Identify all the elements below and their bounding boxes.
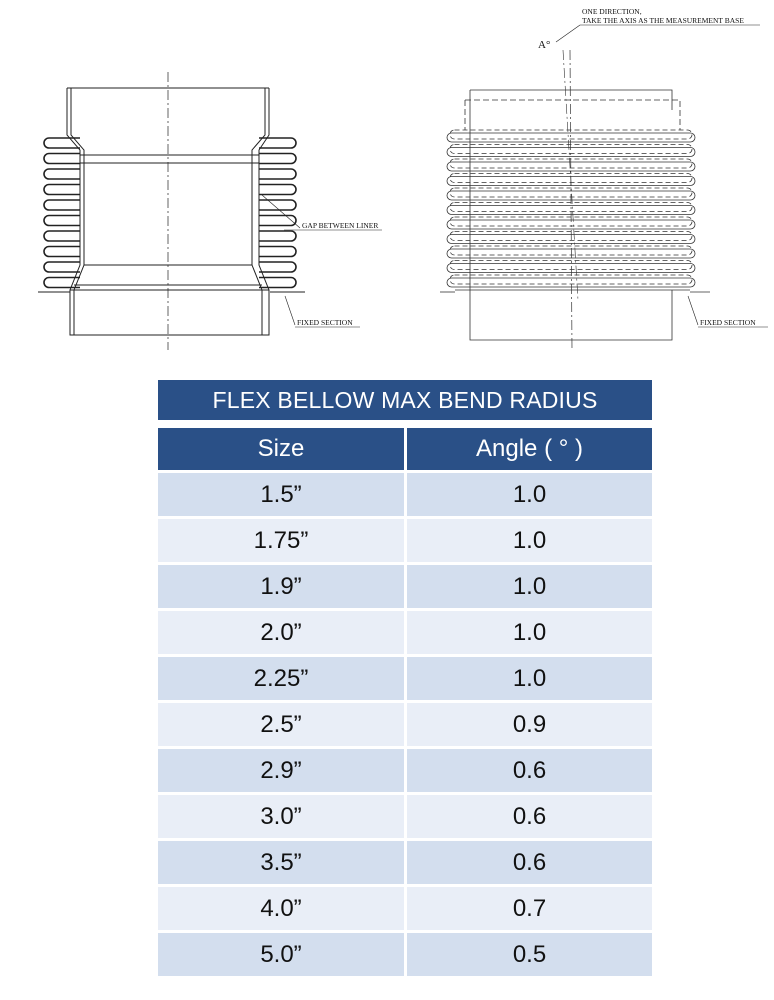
size-cell: 2.0” [158,611,404,654]
size-cell: 2.25” [158,657,404,700]
convolution-bent [449,231,693,241]
angle-cell: 0.6 [407,795,652,838]
angle-cell: 0.9 [407,703,652,746]
convolution [446,205,696,215]
size-cell: 1.75” [158,519,404,562]
convolution-bent [449,274,693,285]
convolution [446,147,696,157]
fixed-section-label: FIXED SECTION [297,318,353,327]
convolution-bent [449,260,693,270]
angle-cell: 1.0 [407,565,652,608]
convolution [259,276,297,289]
table-row: 2.0” 1.0 [158,611,652,654]
table-row: 2.5” 0.9 [158,703,652,746]
table-row: 4.0” 0.7 [158,887,652,930]
bellow-section-drawing: GAP BETWEEN LINER FIXED SECTION [38,72,382,350]
column-header-size: Size [158,428,404,470]
table-row: 1.5” 1.0 [158,473,652,516]
table-title: FLEX BELLOW MAX BEND RADIUS [158,380,652,420]
angle-label: A° [538,39,550,51]
angle-cell: 1.0 [407,611,652,654]
convolution [259,214,297,227]
angle-cell: 0.6 [407,841,652,884]
table-row: 3.5” 0.6 [158,841,652,884]
convolution [43,199,80,211]
convolution [259,137,297,149]
convolution-bent [449,129,693,140]
bend-radius-table: FLEX BELLOW MAX BEND RADIUS Size Angle (… [158,380,652,976]
convolution [43,214,80,227]
convolution [446,263,696,273]
bellow-bend-drawing: ONE DIRECTION, TAKE THE AXIS AS THE MEAS… [440,7,768,351]
convolution [259,152,297,165]
convolution-bent [449,216,693,227]
convolution [446,132,696,143]
table-header-row: Size Angle ( ° ) [158,428,652,470]
size-cell: 2.5” [158,703,404,746]
convolution [43,152,80,165]
size-cell: 3.5” [158,841,404,884]
convolution [259,168,297,180]
convolution-bent [449,187,693,198]
direction-label-2: TAKE THE AXIS AS THE MEASUREMENT BASE [582,16,744,25]
angle-cell: 1.0 [407,657,652,700]
convolution [43,183,80,196]
direction-label-1: ONE DIRECTION, [582,7,642,16]
convolution-bent [449,245,693,256]
table-row: 2.9” 0.6 [158,749,652,792]
convolution [43,168,80,180]
convolution-bent [449,173,693,183]
convolution-bent [449,158,693,169]
convolution [446,161,696,172]
convolution [259,245,297,258]
size-cell: 3.0” [158,795,404,838]
table-row: 1.75” 1.0 [158,519,652,562]
convolution [446,176,696,186]
convolution-bent [449,144,693,154]
table-row: 3.0” 0.6 [158,795,652,838]
convolution [446,248,696,259]
convolution [446,190,696,201]
size-cell: 4.0” [158,887,404,930]
convolution [43,276,80,289]
convolution [259,183,297,196]
angle-cell: 1.0 [407,473,652,516]
convolution [43,261,80,273]
convolution [446,234,696,244]
convolution [259,261,297,273]
convolution [259,199,297,211]
angle-cell: 1.0 [407,519,652,562]
convolution [43,137,80,149]
convolution [43,230,80,242]
convolution-bent [449,202,693,212]
size-cell: 5.0” [158,933,404,976]
convolution [446,277,696,288]
size-cell: 1.5” [158,473,404,516]
size-cell: 1.9” [158,565,404,608]
table-row: 2.25” 1.0 [158,657,652,700]
fixed-section-label-right: FIXED SECTION [700,318,756,327]
gap-between-liner-label: GAP BETWEEN LINER [302,221,378,230]
angle-cell: 0.7 [407,887,652,930]
convolution [259,230,297,242]
table-row: 1.9” 1.0 [158,565,652,608]
angle-cell: 0.6 [407,749,652,792]
angle-cell: 0.5 [407,933,652,976]
convolution [43,245,80,258]
table-row: 5.0” 0.5 [158,933,652,976]
size-cell: 2.9” [158,749,404,792]
convolution [446,219,696,230]
column-header-angle: Angle ( ° ) [407,428,652,470]
